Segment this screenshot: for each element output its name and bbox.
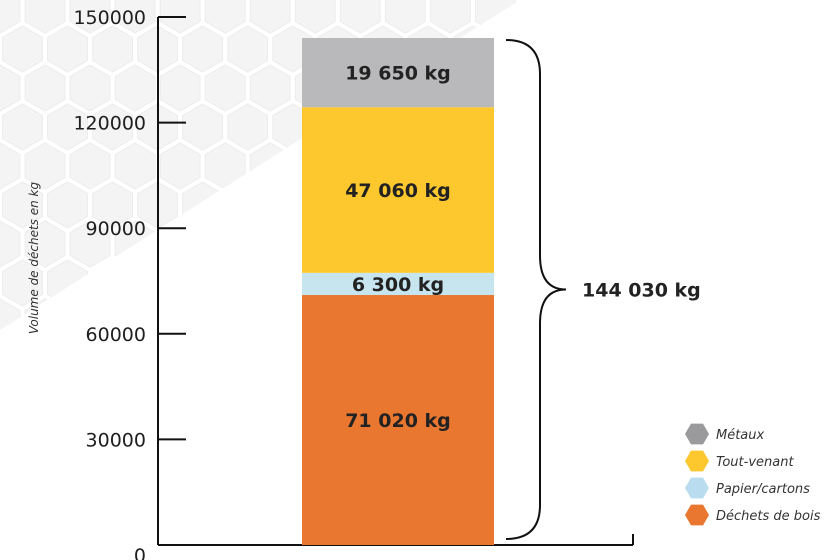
- background-hexagon: [294, 0, 336, 34]
- background-hexagon: [114, 0, 156, 34]
- y-tick-label: 0: [134, 545, 146, 560]
- background-hexagon: [159, 142, 201, 190]
- y-tick-label: 90000: [86, 218, 146, 240]
- legend-label: Papier/cartons: [716, 482, 810, 497]
- total-label: 144 030 kg: [582, 280, 701, 302]
- bar-segment-label: 71 020 kg: [345, 410, 451, 432]
- background-hexagon: [69, 0, 111, 34]
- total-brace-path: [505, 39, 567, 540]
- background-hexagon: [249, 0, 291, 34]
- background-hexagon: [24, 64, 66, 112]
- background-hexagon: [204, 0, 246, 34]
- background-hexagon: [249, 64, 291, 112]
- background-hexagon: [2, 181, 43, 229]
- bar-segment: [302, 272, 494, 296]
- background-hexagon: [227, 25, 269, 73]
- background-hexagon: [2, 259, 43, 307]
- background-hexagon: [47, 103, 88, 151]
- background-hexagon: [339, 0, 381, 34]
- bar-segment: [302, 295, 494, 545]
- background-hexagon: [227, 103, 269, 151]
- background-hexagon: [182, 103, 224, 151]
- y-tick-label: 60000: [86, 324, 146, 346]
- bar-segment-label: 19 650 kg: [345, 63, 451, 85]
- background-hexagon: [182, 25, 224, 73]
- background-hexagon: [47, 181, 88, 229]
- background-hexagon: [0, 64, 21, 112]
- background-hexagon: [429, 0, 471, 34]
- background-hexagon: [159, 0, 201, 34]
- legend-swatch: [685, 477, 709, 499]
- legend-swatch: [685, 504, 709, 526]
- background-hexagon: [0, 142, 21, 190]
- legend-label: Déchets de bois: [716, 509, 821, 524]
- background-hexagon: [0, 298, 21, 330]
- background-hexagon: [92, 25, 133, 73]
- bar-segments: 71 020 kg 6 300 kg 47 060 kg 19 650 kg: [302, 38, 494, 545]
- background-hexagon: [159, 64, 201, 112]
- background-hexagon: [114, 142, 156, 190]
- background-hexagon: [24, 142, 66, 190]
- bar-segment: [302, 107, 494, 273]
- total-brace: 144 030 kg: [505, 39, 701, 540]
- background-hexagon: [92, 103, 133, 151]
- background-hexagon: [69, 64, 111, 112]
- y-tick-label: 30000: [86, 429, 146, 451]
- background-hexagon: [384, 0, 426, 34]
- background-hexagon: [114, 64, 156, 112]
- bar-segment: [302, 38, 494, 108]
- background-hexagon: [69, 142, 111, 190]
- background-hexagon: [0, 0, 21, 34]
- background-hexagon: [2, 103, 43, 151]
- background-hexagon: [69, 220, 111, 268]
- background-hexagon: [0, 220, 21, 268]
- background-hexagon: [92, 181, 133, 229]
- background-hexagon: [24, 0, 66, 34]
- legend-label: Métaux: [716, 428, 765, 443]
- y-tick-label: 150000: [73, 7, 146, 29]
- background-hexagon: [24, 220, 66, 268]
- y-tick-label: 120000: [73, 113, 146, 135]
- legend: Métaux Tout-venant Papier/cartons Déchets d…: [685, 423, 821, 526]
- background-hexagon: [47, 25, 88, 73]
- legend-swatch: [685, 423, 709, 445]
- background-hexagon: [2, 25, 43, 73]
- y-axis-title: Volume de déchets en kg: [27, 182, 41, 335]
- legend-label: Tout-venant: [716, 455, 794, 470]
- background-hexagon: [204, 64, 246, 112]
- bar-segment-label: 6 300 kg: [352, 274, 444, 296]
- bar-segment-label: 47 060 kg: [345, 180, 451, 202]
- legend-swatch: [685, 450, 709, 472]
